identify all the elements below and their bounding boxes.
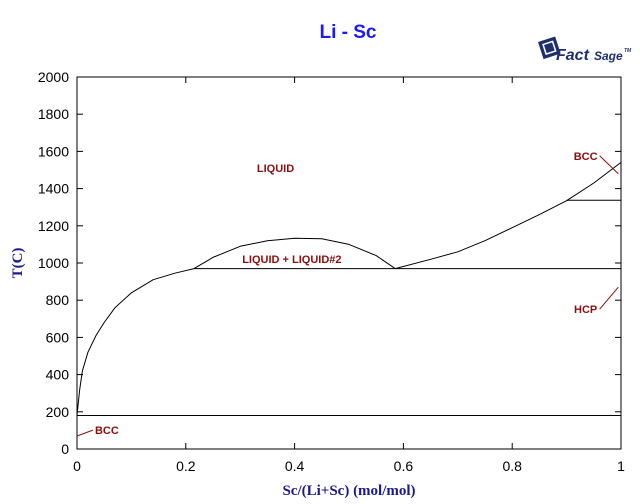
x-axis: 0 0.2 0.4 0.6 0.8 1 [73,77,625,474]
x-tick-label: 0.8 [502,458,522,474]
y-axis-label: T(C) [10,248,26,279]
logo-cube [538,36,561,60]
label-leader-line [599,286,619,310]
y-tick-label: 2000 [38,69,69,85]
y-tick-label: 1000 [38,255,69,271]
y-tick-label: 1600 [38,143,69,159]
plot-frame [76,76,622,450]
y-tick-label: 0 [61,441,69,457]
phase-label: BCC [95,425,119,437]
y-tick-label: 1400 [38,181,69,197]
x-tick-label: 1 [617,458,625,474]
chart-title: Li - Sc [319,22,376,43]
logo-cube-face [542,40,557,56]
liquidus-left [76,268,195,416]
y-tick-label: 600 [46,329,70,345]
y-tick-label: 1800 [38,106,69,122]
phase-label: LIQUID [257,163,294,175]
y-tick-label: 1200 [38,218,69,234]
y-tick-label: 200 [46,404,70,420]
x-axis-label: Sc/(Li+Sc) (mol/mol) [282,483,415,499]
x-tick-label: 0.2 [176,458,196,474]
phase-boundaries [76,162,622,416]
logo-trademark: TM [624,48,632,54]
factsage-logo: Fact Sage TM [538,36,632,64]
logo-brand-script: Sage [594,49,623,63]
x-tick-label: 0.6 [394,458,414,474]
y-tick-label: 400 [46,367,70,383]
liquidus-right [395,162,622,270]
y-tick-label: 800 [46,292,70,308]
label-leader-line [76,429,94,437]
phase-labels: LIQUID LIQUID + LIQUID#2 BCC HCP BCC [76,151,619,437]
phase-label: BCC [574,151,598,163]
logo-brand-bold: Fact [556,47,590,64]
x-tick-label: 0 [73,458,81,474]
label-leader-line [599,155,619,175]
phase-label: HCP [574,304,597,316]
miscibility-gap [193,237,396,270]
phase-label: LIQUID + LIQUID#2 [242,254,341,266]
x-tick-label: 0.4 [285,458,305,474]
y-axis: 0 200 400 600 800 1000 1200 1400 1600 1800 2000 [38,69,621,457]
